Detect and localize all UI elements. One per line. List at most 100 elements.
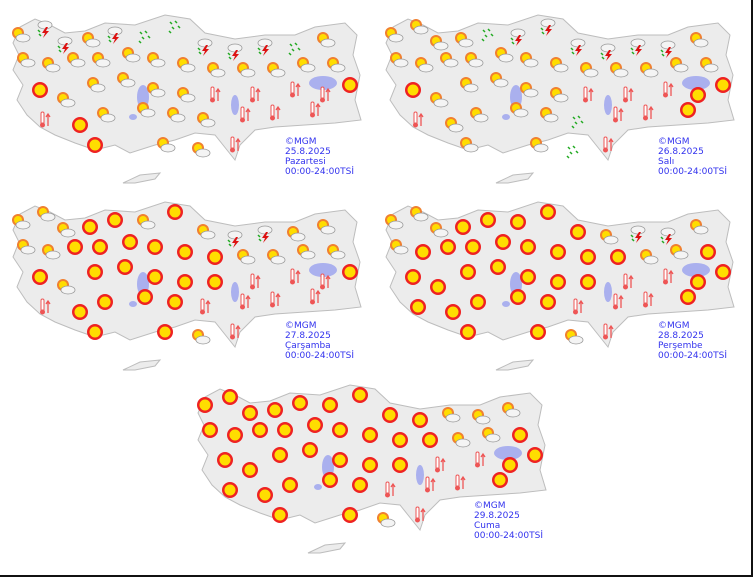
partly-cloudy-icon [42, 244, 61, 260]
partly-cloudy-icon [452, 432, 471, 448]
turkey-map [12, 201, 362, 371]
map-caption: ©MGM 29.8.2025 Cuma 00:00-24:00TSİ [474, 501, 543, 541]
map-caption: ©MGM 27.8.2025 Çarşamba 00:00-24:00TSİ [285, 321, 354, 361]
sun-icon [550, 274, 566, 290]
partly-cloudy-icon [502, 402, 521, 418]
sun-icon [690, 87, 706, 103]
thunderstorm-icon [227, 230, 243, 248]
hot-thermometer-icon [40, 111, 51, 128]
sun-icon [342, 264, 358, 280]
partly-cloudy-icon [122, 47, 141, 63]
sun-icon [580, 274, 596, 290]
sun-icon [715, 77, 731, 93]
copyright: ©MGM [285, 137, 317, 147]
sun-icon [520, 269, 536, 285]
forecast-map-day-5: ©MGM 29.8.2025 Cuma 00:00-24:00TSİ [190, 375, 555, 555]
day: Pazartesi [285, 157, 326, 167]
partly-cloudy-icon [12, 214, 31, 230]
partly-cloudy-icon [317, 219, 336, 235]
hot-thermometer-icon [603, 136, 614, 153]
sun-icon [177, 274, 193, 290]
sun-icon [72, 304, 88, 320]
hot-thermometer-icon [240, 293, 251, 310]
turkey-landmass [12, 14, 362, 162]
thunderstorm-icon [257, 225, 273, 243]
hot-thermometer-icon [435, 456, 446, 473]
sun-icon [352, 387, 368, 403]
hot-thermometer-icon [583, 86, 594, 103]
sun-icon [272, 507, 288, 523]
thunderstorm-icon [227, 43, 243, 61]
sun-icon [92, 239, 108, 255]
copyright: ©MGM [658, 321, 690, 331]
partly-cloudy-icon [390, 52, 409, 68]
partly-cloudy-icon [97, 107, 116, 123]
partly-cloudy-icon [237, 249, 256, 265]
partly-cloudy-icon [377, 512, 396, 528]
hot-thermometer-icon [603, 323, 614, 340]
sun-icon [440, 239, 456, 255]
thunderstorm-icon [257, 38, 273, 56]
hot-thermometer-icon [310, 101, 321, 118]
lake [502, 301, 510, 307]
partly-cloudy-icon [530, 137, 549, 153]
date: 26.8.2025 [658, 147, 704, 157]
partly-cloudy-icon [297, 57, 316, 73]
sun-icon [342, 507, 358, 523]
period: 00:00-24:00TSİ [285, 351, 354, 361]
lake [231, 282, 239, 302]
partly-cloudy-icon [287, 226, 306, 242]
hot-thermometer-icon [613, 293, 624, 310]
lake [682, 76, 710, 90]
hot-thermometer-icon [663, 81, 674, 98]
partly-cloudy-icon [192, 142, 211, 158]
partly-cloudy-icon [207, 62, 226, 78]
sun-icon [530, 324, 546, 340]
forecast-map-day-1: ©MGM 25.8.2025 Pazartesi 00:00-24:00TSİ [5, 5, 370, 185]
rain-shower-icon [566, 145, 579, 159]
partly-cloudy-icon [385, 27, 404, 43]
lake [129, 301, 137, 307]
sun-icon [392, 432, 408, 448]
partly-cloudy-icon [565, 329, 584, 345]
thunderstorm-icon [630, 38, 646, 56]
partly-cloudy-icon [550, 87, 569, 103]
partly-cloudy-icon [442, 407, 461, 423]
sun-icon [242, 462, 258, 478]
sun-icon [540, 294, 556, 310]
sun-icon [455, 219, 471, 235]
hot-thermometer-icon [230, 323, 241, 340]
hot-thermometer-icon [310, 288, 321, 305]
partly-cloudy-icon [37, 206, 56, 222]
hot-thermometer-icon [663, 268, 674, 285]
day: Perşembe [658, 341, 703, 351]
hot-thermometer-icon [320, 86, 331, 103]
lake [494, 446, 522, 460]
partly-cloudy-icon [460, 77, 479, 93]
sun-icon [252, 422, 268, 438]
map-caption: ©MGM 25.8.2025 Pazartesi 00:00-24:00TSİ [285, 137, 354, 177]
partly-cloudy-icon [327, 57, 346, 73]
sun-icon [520, 239, 536, 255]
sun-icon [680, 289, 696, 305]
date: 25.8.2025 [285, 147, 331, 157]
date: 28.8.2025 [658, 331, 704, 341]
thunderstorm-icon [630, 225, 646, 243]
sun-icon [570, 224, 586, 240]
forecast-map-day-4: ©MGM 28.8.2025 Perşembe 00:00-24:00TSİ [378, 192, 743, 372]
partly-cloudy-icon [17, 239, 36, 255]
day: Salı [658, 157, 675, 167]
partly-cloudy-icon [430, 35, 449, 51]
partly-cloudy-icon [197, 112, 216, 128]
turkey-map [197, 384, 547, 554]
partly-cloudy-icon [87, 77, 106, 93]
lake [129, 114, 137, 120]
sun-icon [550, 244, 566, 260]
partly-cloudy-icon [410, 19, 429, 35]
date: 27.8.2025 [285, 331, 331, 341]
hot-thermometer-icon [415, 506, 426, 523]
sun-icon [405, 82, 421, 98]
partly-cloudy-icon [267, 249, 286, 265]
partly-cloudy-icon [317, 32, 336, 48]
sun-icon [292, 395, 308, 411]
